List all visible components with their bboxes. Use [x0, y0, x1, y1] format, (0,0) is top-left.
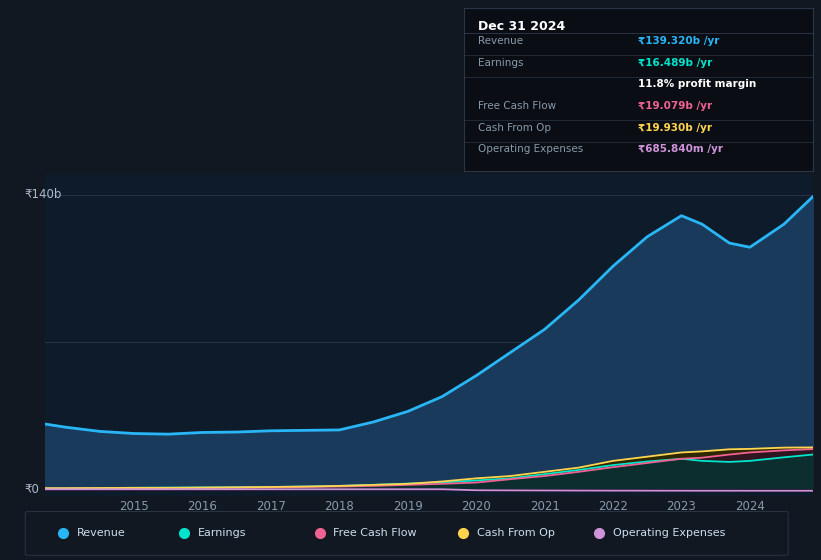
Text: Operating Expenses: Operating Expenses [613, 529, 725, 538]
Text: Earnings: Earnings [198, 529, 246, 538]
Text: ₹139.320b /yr: ₹139.320b /yr [639, 36, 720, 46]
Text: Revenue: Revenue [76, 529, 126, 538]
Text: 11.8% profit margin: 11.8% profit margin [639, 80, 757, 89]
Text: Cash From Op: Cash From Op [478, 123, 551, 133]
Text: Cash From Op: Cash From Op [477, 529, 555, 538]
Text: Earnings: Earnings [478, 58, 523, 68]
Text: Free Cash Flow: Free Cash Flow [333, 529, 417, 538]
Text: Operating Expenses: Operating Expenses [478, 144, 583, 154]
Text: ₹19.930b /yr: ₹19.930b /yr [639, 123, 713, 133]
Text: ₹685.840m /yr: ₹685.840m /yr [639, 144, 723, 154]
Text: ₹16.489b /yr: ₹16.489b /yr [639, 58, 713, 68]
Text: Revenue: Revenue [478, 36, 523, 46]
Text: ₹0: ₹0 [25, 483, 39, 496]
Text: ₹140b: ₹140b [25, 188, 62, 201]
Text: Free Cash Flow: Free Cash Flow [478, 101, 556, 111]
Text: Dec 31 2024: Dec 31 2024 [478, 20, 565, 33]
Text: ₹19.079b /yr: ₹19.079b /yr [639, 101, 713, 111]
